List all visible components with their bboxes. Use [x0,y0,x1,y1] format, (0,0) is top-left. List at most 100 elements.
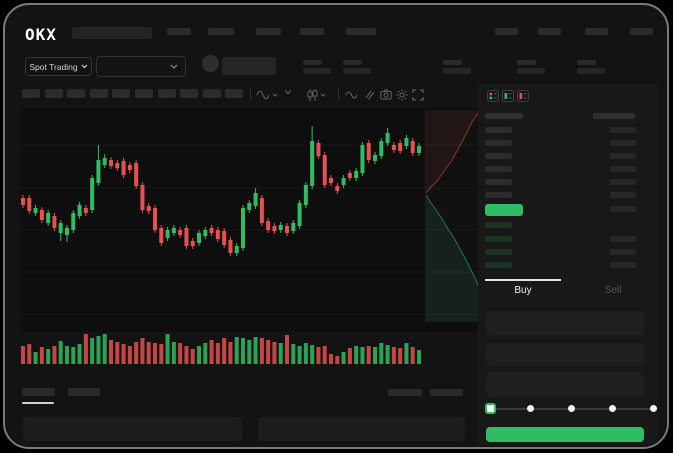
trade-input-skeleton[interactable] [486,372,644,397]
ask-amount-skeleton [610,179,636,185]
book-header-skeleton [593,113,635,119]
chevron-down-icon [272,93,278,97]
market-type-selector[interactable]: Spot Trading [25,57,92,76]
nav-item-skeleton[interactable] [256,28,281,35]
timeframe-button-skeleton[interactable] [225,89,243,98]
ask-amount-skeleton [610,140,636,146]
timeframe-button-skeleton[interactable] [90,89,108,98]
camera-icon[interactable] [380,89,392,100]
trade-input-skeleton[interactable] [486,343,644,366]
nav-item-skeleton[interactable] [630,28,653,35]
draw-lines-icon[interactable] [364,89,375,101]
bid-price-skeleton[interactable] [485,249,512,255]
bottom-tab-skeleton[interactable] [388,389,422,396]
bid-price-skeleton[interactable] [485,222,512,228]
ask-price-skeleton[interactable] [485,192,512,198]
bottom-tab-skeleton[interactable] [68,388,100,396]
depth-chart[interactable] [425,110,480,322]
candlestick-chart[interactable] [20,108,478,332]
book-layout-asks-icon[interactable] [517,89,529,102]
nav-item-skeleton[interactable] [167,28,191,35]
ask-amount-skeleton [610,166,636,172]
nav-search-skeleton[interactable] [72,27,152,39]
nav-item-skeleton[interactable] [300,28,324,35]
stat-value-skeleton [443,68,471,74]
pair-selector-dropdown[interactable] [96,56,186,77]
ask-amount-skeleton [610,153,636,159]
timeframe-button-skeleton[interactable] [112,89,130,98]
toolbar-divider [338,88,339,101]
nav-item-skeleton[interactable] [538,28,561,35]
slider-dot[interactable] [567,405,575,412]
stat-label-skeleton [517,60,536,65]
nav-item-skeleton[interactable] [208,28,234,35]
chart-type-candle-icon[interactable] [307,89,326,101]
stat-value-skeleton [343,68,371,74]
ask-price-skeleton[interactable] [485,140,512,146]
fullscreen-icon[interactable] [412,89,424,101]
timeframe-button-skeleton[interactable] [45,89,63,98]
ask-price-skeleton[interactable] [485,179,512,185]
volume-chart [21,334,422,364]
bottom-tab-skeleton[interactable] [22,388,55,396]
last-price-highlight[interactable] [485,204,523,216]
coin-avatar-skeleton [202,55,219,72]
amount-slider-handle[interactable] [485,403,496,414]
timeframe-button-skeleton[interactable] [67,89,85,98]
book-layout-bids-icon[interactable] [502,89,514,102]
slider-dot[interactable] [526,405,534,412]
stat-label-skeleton [343,60,362,65]
tab-sell[interactable]: Sell [604,285,622,296]
timeframe-button-skeleton[interactable] [135,89,153,98]
stat-label-skeleton [443,60,462,65]
ask-amount-skeleton [610,127,636,133]
chevron-down-icon [81,64,88,69]
nav-item-skeleton[interactable] [495,28,518,35]
book-header-skeleton [485,113,523,119]
depth-overlay-panel[interactable] [425,110,480,322]
active-tab-underline [22,402,54,404]
price-chart[interactable] [20,108,480,332]
pair-name-skeleton [222,57,276,75]
line-wave-icon[interactable] [345,89,358,101]
slider-dot[interactable] [649,405,657,412]
stat-value-skeleton [577,68,605,74]
chevron-down-icon [170,64,178,69]
bottom-tab-skeleton[interactable] [430,389,463,396]
order-book-panel: Buy Sell [478,84,658,445]
orders-history-panel-skeleton [258,417,465,441]
buy-button[interactable] [486,427,644,442]
okx-logo: OKX [25,25,57,44]
settings-gear-icon[interactable] [396,89,408,101]
bid-price-skeleton[interactable] [485,262,512,268]
ask-price-skeleton[interactable] [485,166,512,172]
indicator-wave-icon[interactable] [256,89,278,101]
toolbar-divider [250,88,251,101]
tab-buy[interactable]: Buy [514,285,532,296]
timeframe-button-skeleton[interactable] [158,89,176,98]
ask-price-skeleton[interactable] [485,153,512,159]
nav-item-skeleton[interactable] [346,28,376,35]
bid-amount-skeleton [610,262,636,268]
orders-panel-skeleton [23,417,242,441]
timeframe-button-skeleton[interactable] [203,89,221,98]
active-tab-indicator [485,279,561,281]
timeframe-button-skeleton[interactable] [180,89,198,98]
trade-input-skeleton[interactable] [486,311,644,335]
stat-value-skeleton [517,68,545,74]
nav-item-skeleton[interactable] [585,28,608,35]
timeframe-button-skeleton[interactable] [22,89,40,98]
market-type-label: Spot Trading [29,61,78,72]
chevron-down-icon [320,93,326,97]
stat-label-skeleton [303,60,322,65]
ask-price-skeleton[interactable] [485,127,512,133]
slider-dot[interactable] [608,405,616,412]
last-price-amount-skeleton [610,206,636,212]
overlay-dropdown-icon[interactable] [284,89,292,95]
ask-amount-skeleton [610,192,636,198]
stat-label-skeleton [577,60,596,65]
bid-amount-skeleton [610,236,636,242]
bid-price-skeleton[interactable] [485,236,512,242]
book-layout-split-icon[interactable] [487,89,499,102]
